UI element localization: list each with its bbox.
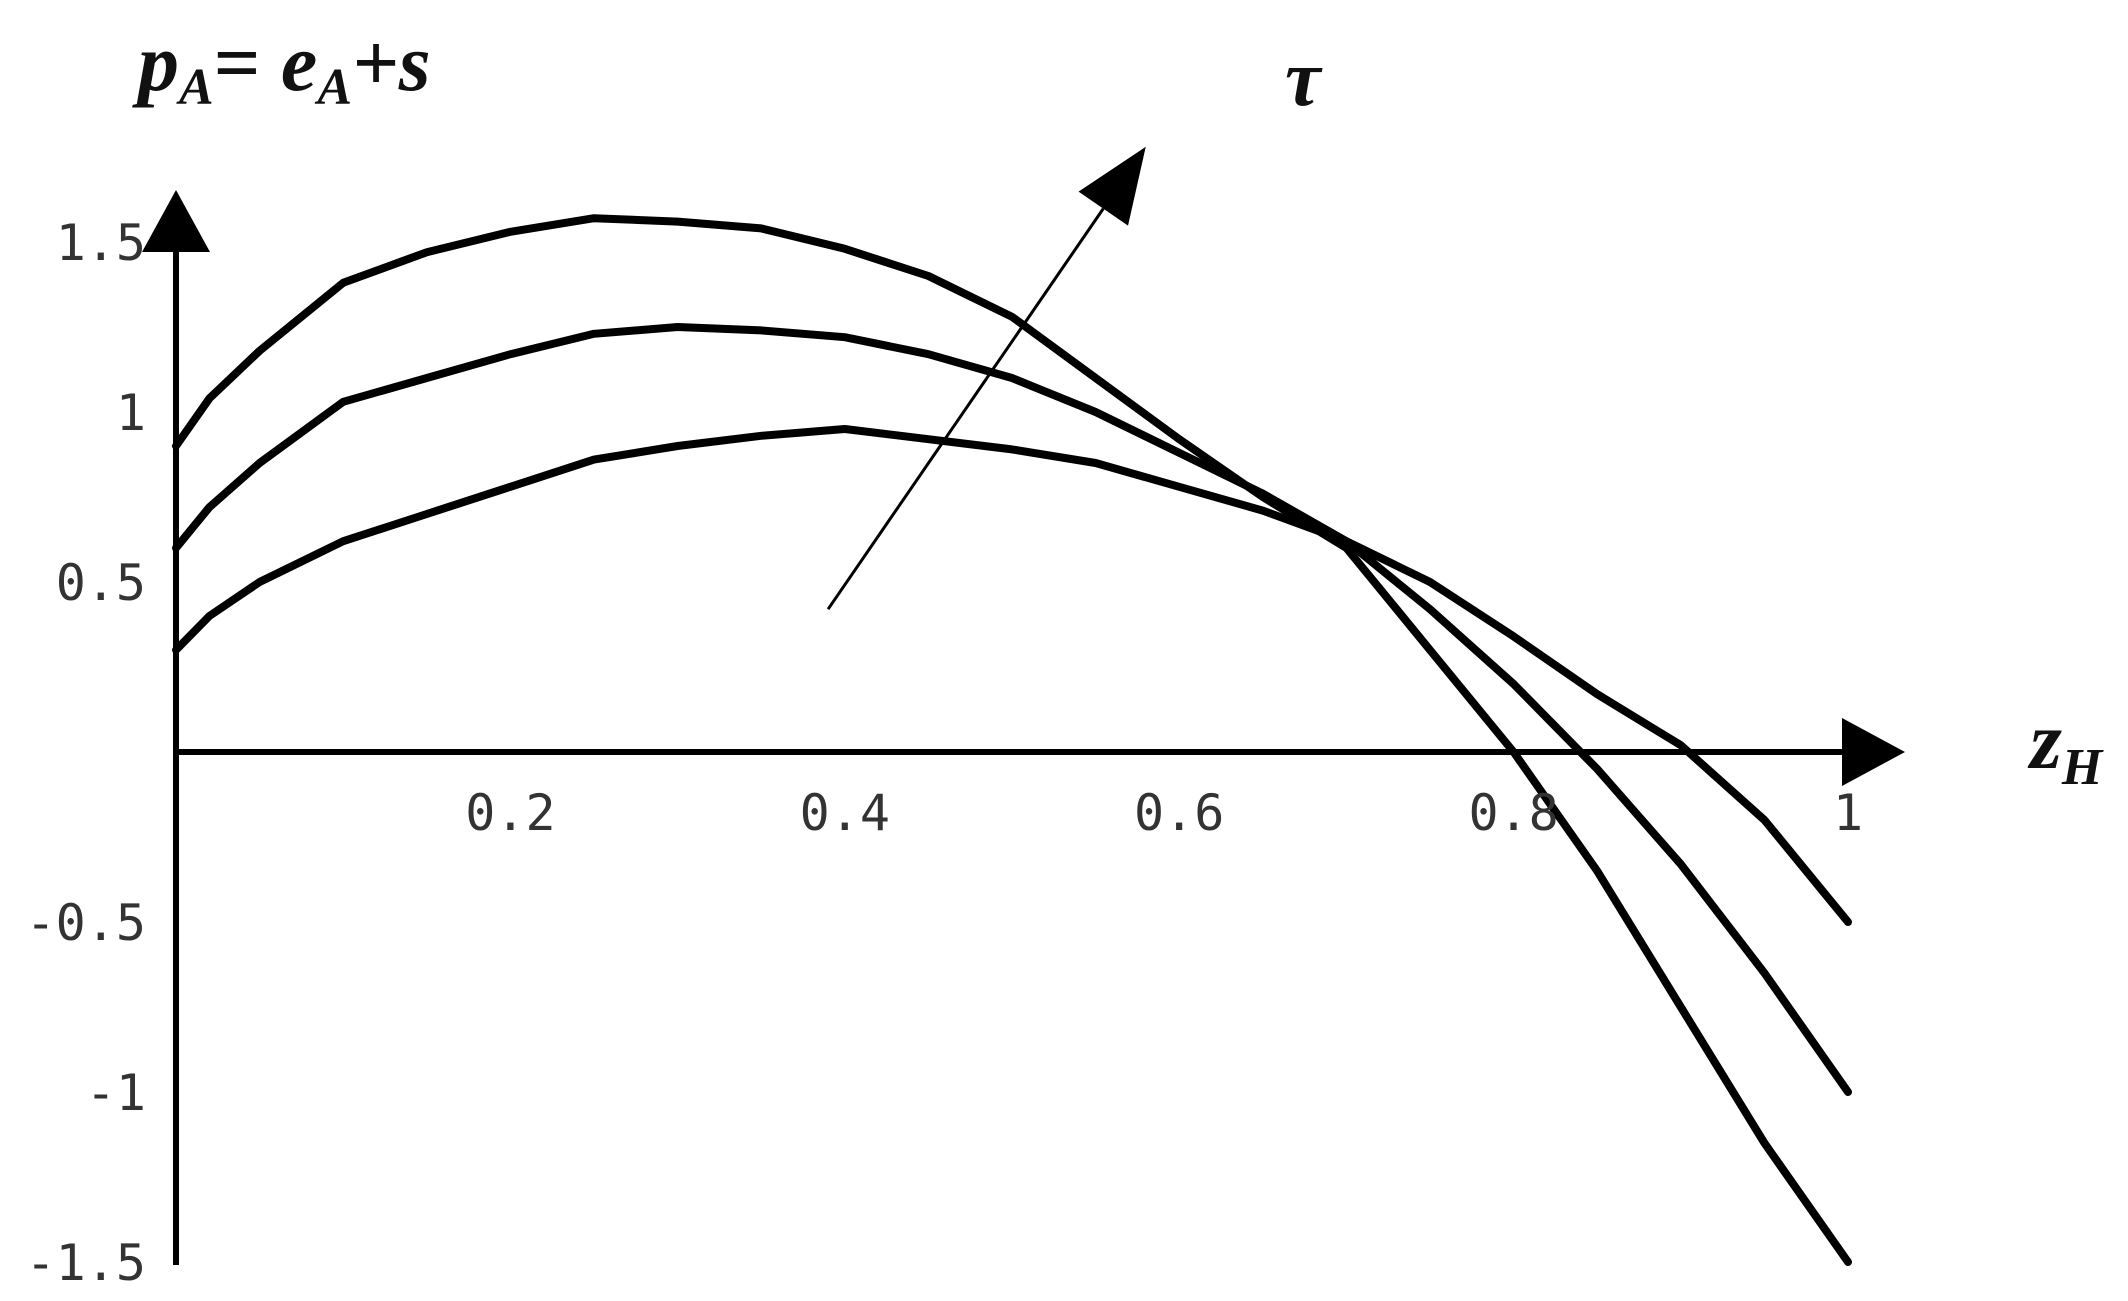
y-tick-labels: 1.5 1 0.5 -0.5 -1 -1.5 bbox=[26, 214, 146, 1292]
y-axis-title: pA= eA+s bbox=[132, 17, 431, 116]
x-axis-title-z: z bbox=[2027, 695, 2062, 786]
x-tick-label: 0.8 bbox=[1468, 784, 1558, 842]
y-tick-label: 1 bbox=[116, 384, 146, 442]
y-axis-title-e: e bbox=[281, 17, 317, 108]
y-axis-title-eq: = bbox=[214, 17, 281, 108]
x-axis-title-sub-h: H bbox=[2061, 739, 2104, 796]
y-axis-title-sub-a: A bbox=[176, 59, 214, 116]
y-tick-label: 1.5 bbox=[56, 214, 146, 272]
tau-arrow-line bbox=[826, 207, 1105, 611]
x-tick-labels: 0.2 0.4 0.6 0.8 1 bbox=[465, 784, 1863, 842]
y-tick-label: -1.5 bbox=[26, 1234, 146, 1292]
series-line-3 bbox=[172, 214, 1852, 1266]
series-line-2 bbox=[172, 323, 1852, 1096]
y-axis-title-sub-a2: A bbox=[314, 59, 352, 116]
series-line-1 bbox=[172, 425, 1852, 926]
x-axis-title: zH bbox=[2027, 695, 2104, 796]
y-tick-label: -1 bbox=[86, 1064, 146, 1122]
y-axis-title-rest: +s bbox=[352, 17, 431, 108]
tau-arrow-head bbox=[1078, 146, 1146, 226]
y-tick-label: 0.5 bbox=[56, 554, 146, 612]
tau-label: τ bbox=[1285, 35, 1323, 123]
y-axis-title-p: p bbox=[132, 17, 179, 108]
x-axis-arrowhead bbox=[1842, 718, 1905, 786]
x-tick-label: 0.2 bbox=[465, 784, 555, 842]
x-tick-label: 1 bbox=[1833, 784, 1863, 842]
x-tick-label: 0.4 bbox=[800, 784, 890, 842]
y-tick-label: -0.5 bbox=[26, 894, 146, 952]
curves-layer bbox=[172, 214, 1852, 1266]
y-axis-arrowhead bbox=[142, 190, 210, 252]
x-tick-label: 0.6 bbox=[1134, 784, 1224, 842]
